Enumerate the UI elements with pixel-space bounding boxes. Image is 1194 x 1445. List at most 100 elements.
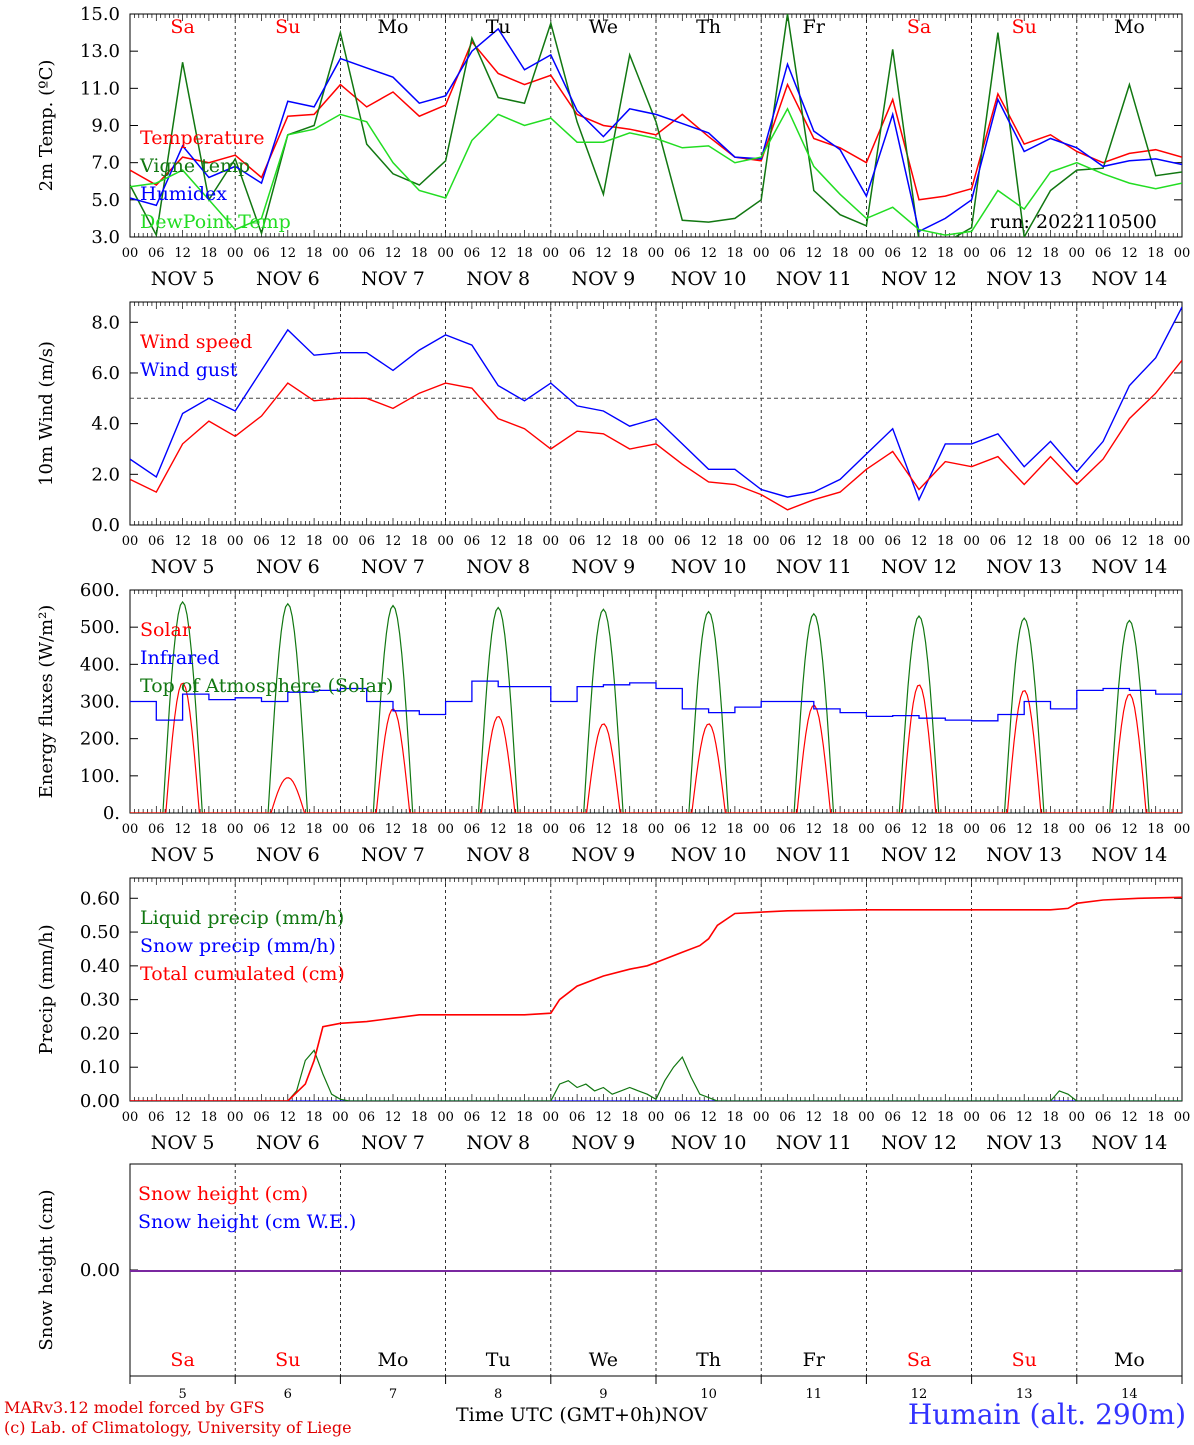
x-tick-label: 12	[280, 246, 297, 261]
y-tick-label: 600.	[80, 580, 120, 601]
date-label: NOV 11	[776, 556, 852, 578]
date-label: NOV 10	[671, 1132, 747, 1154]
x-tick-label: 00	[122, 822, 139, 837]
y-tick-label: 2.0	[91, 464, 120, 485]
day-number: 12	[911, 1387, 928, 1402]
x-tick-label: 06	[779, 822, 796, 837]
y-tick-label: 3.0	[91, 227, 120, 248]
legend-entry: Temperature	[140, 127, 264, 149]
x-tick-label: 06	[779, 534, 796, 549]
x-tick-label: 12	[911, 246, 928, 261]
panel-3: 00 06 12 18 NOV 5 00 06 12 18 NOV 6 00 06 12 18 NOV 7 0…	[36, 580, 1190, 866]
x-tick-label: 06	[464, 822, 481, 837]
x-tick-label: 06	[358, 246, 375, 261]
x-tick-label: 18	[306, 534, 323, 549]
x-tick-label: 00	[332, 1110, 349, 1125]
date-label: NOV 9	[572, 268, 636, 290]
date-label: NOV 5	[151, 556, 215, 578]
date-label: NOV 7	[361, 556, 425, 578]
legend-entry: Wind speed	[140, 331, 252, 353]
x-tick-label: 06	[990, 1110, 1007, 1125]
y-tick-label: 500.	[80, 617, 120, 638]
x-tick-label: 12	[1121, 246, 1138, 261]
copyright-credit: (c) Lab. of Climatology, University of L…	[4, 1418, 352, 1437]
x-tick-label: 06	[1095, 1110, 1112, 1125]
x-tick-label: 12	[1121, 534, 1138, 549]
x-tick-label: 18	[937, 534, 954, 549]
x-tick-label: 18	[306, 822, 323, 837]
date-label: NOV 9	[572, 1132, 636, 1154]
x-tick-label: 18	[621, 534, 638, 549]
x-tick-label: 00	[227, 246, 244, 261]
legend-entry: Top of Atmosphere (Solar)	[140, 675, 393, 697]
x-tick-label: 00	[1069, 534, 1086, 549]
x-tick-label: 06	[253, 1110, 270, 1125]
date-label: NOV 8	[466, 1132, 530, 1154]
x-tick-label: 18	[411, 1110, 428, 1125]
x-tick-label: 12	[174, 1110, 191, 1125]
plot-frame	[129, 13, 1183, 238]
x-tick-label: 06	[148, 822, 165, 837]
y-tick-label: 0.30	[80, 990, 120, 1011]
series-wind-gust	[130, 306, 1182, 502]
y-tick-label: 9.0	[91, 116, 120, 137]
x-tick-label: 18	[1147, 534, 1164, 549]
y-tick-label: 0.50	[80, 922, 120, 943]
date-label: NOV 13	[986, 556, 1062, 578]
x-tick-label: 12	[280, 1110, 297, 1125]
legend-entry: Total cumulated (cm)	[140, 963, 345, 985]
x-tick-label: 18	[832, 534, 849, 549]
x-tick-label: 06	[148, 1110, 165, 1125]
y-tick-label: 100.	[80, 766, 120, 787]
x-tick-label: 00	[437, 246, 454, 261]
date-label: NOV 14	[1091, 556, 1167, 578]
date-label: NOV 10	[671, 268, 747, 290]
x-tick-label: 18	[832, 822, 849, 837]
x-tick-label: 18	[516, 246, 533, 261]
x-tick-label: 00	[543, 822, 560, 837]
x-tick-label: 00	[332, 246, 349, 261]
y-tick-label: 13.0	[80, 41, 120, 62]
x-tick-label: 12	[490, 534, 507, 549]
panel-1: 00 06 12 18 NOV 5 00 06 12 18 NOV 6 00 06 12 18 NOV 7 0…	[36, 4, 1190, 290]
day-name: Mo	[1114, 16, 1145, 38]
x-tick-label: 06	[358, 1110, 375, 1125]
x-tick-label: 00	[858, 246, 875, 261]
date-label: NOV 11	[776, 268, 852, 290]
date-label: NOV 6	[256, 1132, 320, 1154]
y-tick-label: 0.10	[80, 1057, 120, 1078]
y-tick-label: 400.	[80, 654, 120, 675]
date-label: NOV 10	[671, 556, 747, 578]
x-tick-label: 12	[280, 822, 297, 837]
x-tick-label: 18	[201, 246, 218, 261]
x-tick-label: 00	[1069, 246, 1086, 261]
x-tick-label: 18	[937, 246, 954, 261]
x-tick-label: 00	[963, 1110, 980, 1125]
x-tick-label: 18	[1147, 246, 1164, 261]
x-tick-label: 00	[648, 246, 665, 261]
x-tick-label: 06	[464, 246, 481, 261]
y-tick-label: 8.0	[91, 312, 120, 333]
day-name: We	[589, 16, 618, 38]
day-name: Sa	[170, 16, 194, 38]
date-label: NOV 13	[986, 844, 1062, 866]
y-axis-title: Energy fluxes (W/m²)	[36, 605, 57, 799]
x-tick-label: 18	[937, 822, 954, 837]
y-tick-label: 200.	[80, 729, 120, 750]
day-name: Mo	[1114, 1349, 1145, 1371]
x-tick-label: 00	[437, 534, 454, 549]
x-tick-label: 06	[1095, 246, 1112, 261]
y-axis-title: 10m Wind (m/s)	[36, 341, 57, 486]
x-tick-label: 18	[1042, 822, 1059, 837]
x-tick-label: 18	[832, 1110, 849, 1125]
x-tick-label: 00	[963, 246, 980, 261]
x-tick-label: 18	[1147, 1110, 1164, 1125]
date-label: NOV 6	[256, 556, 320, 578]
day-name: Fr	[803, 16, 826, 38]
date-label: NOV 7	[361, 1132, 425, 1154]
x-tick-label: 00	[858, 534, 875, 549]
legend-entry: Snow precip (mm/h)	[140, 935, 336, 957]
x-tick-label: 12	[1121, 822, 1138, 837]
legend-entry: Snow height (cm W.E.)	[138, 1211, 356, 1233]
